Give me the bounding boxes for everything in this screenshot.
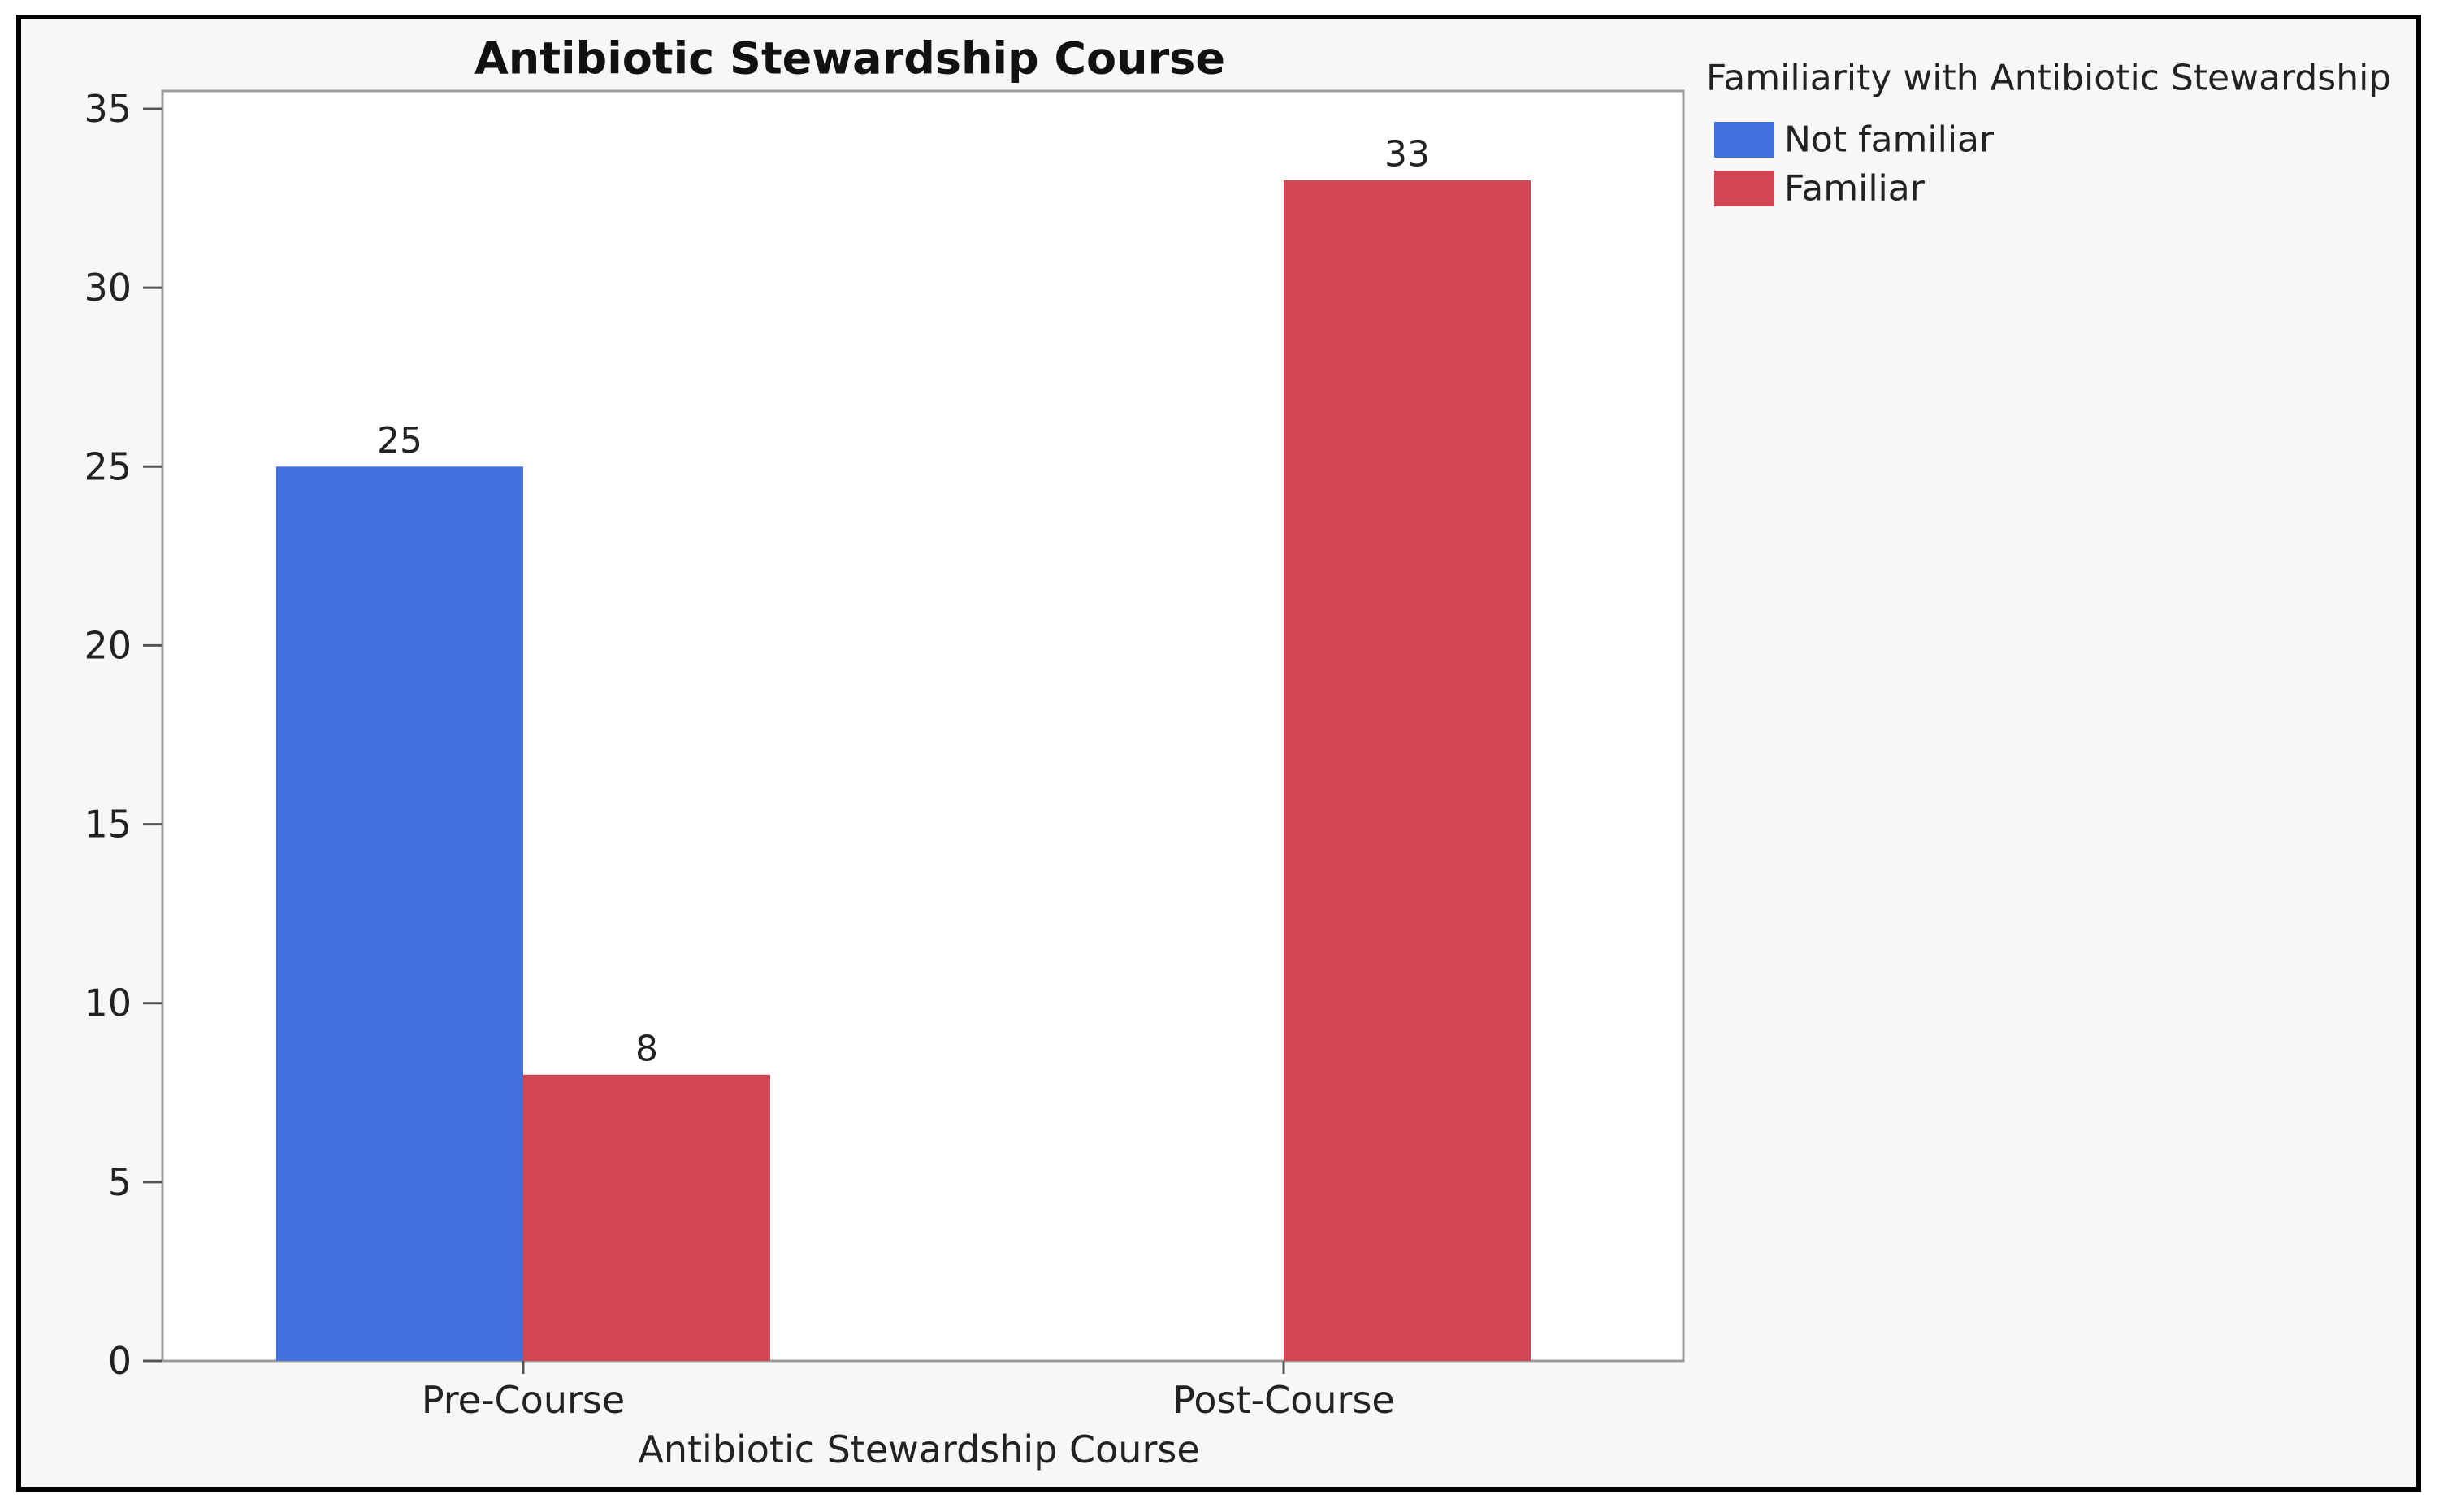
chart-title: Antibiotic Stewardship Course (474, 33, 1225, 84)
legend-swatch-not-familiar (1714, 122, 1774, 158)
legend-label: Not familiar (1784, 119, 1995, 161)
bar-chart: 0 5 10 15 20 25 30 35 Pre-Course Post-Course 25 8 33… (84, 33, 2391, 1472)
legend-swatch-familiar (1714, 171, 1774, 206)
data-label: 25 (377, 420, 422, 461)
y-tick-label: 15 (84, 803, 132, 847)
figure-frame: 0 5 10 15 20 25 30 35 Pre-Course Post-Course 25 8 33… (16, 15, 2421, 1492)
y-tick-label: 10 (84, 981, 132, 1025)
x-axis-label: Antibiotic Stewardship Course (638, 1428, 1199, 1471)
bar-familiar-pre-course (523, 1074, 770, 1361)
y-tick-label: 0 (108, 1339, 132, 1383)
y-tick-label: 35 (84, 87, 132, 131)
data-label: 33 (1384, 134, 1430, 175)
data-label: 8 (635, 1028, 658, 1069)
bar-not-familiar-pre-course (276, 466, 523, 1362)
x-tick-label: Pre-Course (422, 1378, 625, 1422)
y-tick-label: 25 (84, 444, 132, 488)
legend-title: Familiarity with Antibiotic Stewardship (1706, 58, 2391, 99)
y-tick-label: 20 (84, 623, 132, 667)
y-tick-label: 30 (84, 266, 132, 310)
x-tick-label: Post-Course (1172, 1378, 1394, 1422)
bar-familiar-post-course (1284, 180, 1531, 1362)
legend-label: Familiar (1784, 168, 1926, 210)
y-tick-label: 5 (108, 1160, 132, 1204)
